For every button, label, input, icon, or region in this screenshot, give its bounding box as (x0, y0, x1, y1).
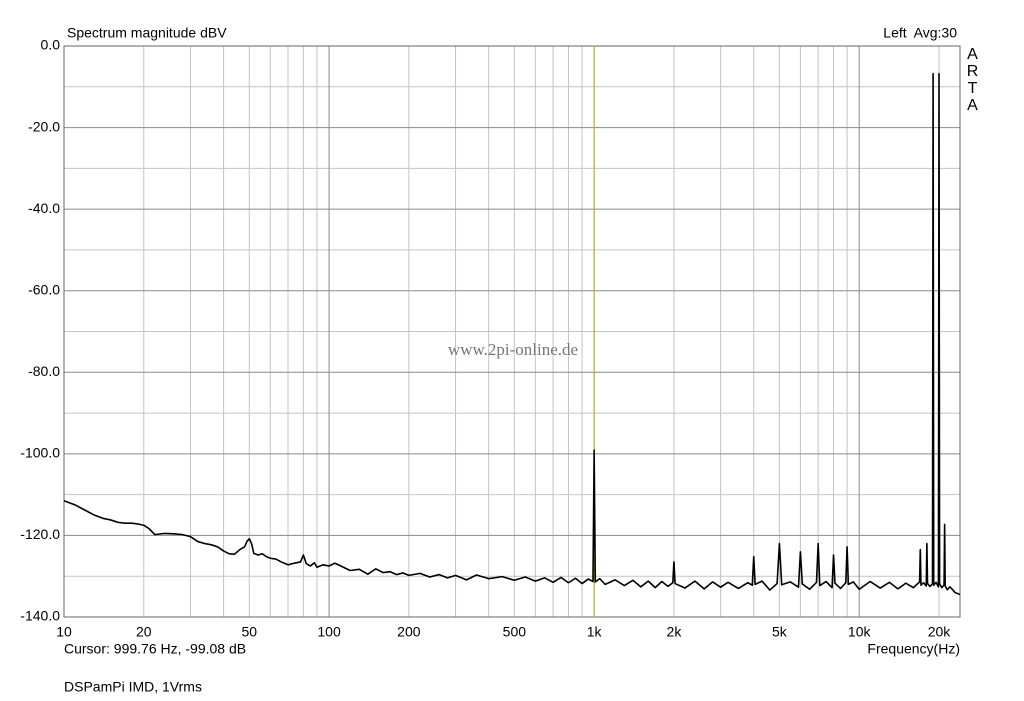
grid (64, 46, 960, 617)
channel-label: Left Avg:30 (883, 25, 957, 41)
x-tick-label: 100 (317, 624, 341, 640)
x-tick-label: 200 (397, 624, 421, 640)
x-tick-label: 10 (56, 624, 72, 640)
cursor-readout: Cursor: 999.76 Hz, -99.08 dB (64, 641, 246, 657)
footer: DSPamPi IMD, 1Vrms (64, 679, 202, 695)
y-tick-label: -100.0 (20, 445, 60, 461)
watermark: www.2pi-online.de (448, 340, 578, 359)
chart-title: Spectrum magnitude dBV (67, 25, 227, 41)
brand: ARTA (964, 46, 981, 114)
x-axis-label: Frequency(Hz) (867, 641, 960, 657)
spectrum-trace (63, 72, 961, 596)
y-tick-label: -120.0 (20, 526, 60, 542)
y-tick-label: -140.0 (20, 608, 60, 624)
x-tick-label: 20k (928, 624, 952, 640)
x-tick-label: 10k (848, 624, 872, 640)
y-tick-label: 0.0 (41, 37, 61, 53)
plot-frame (63, 45, 961, 618)
x-tick-label: 1k (587, 624, 603, 640)
y-tick-label: -40.0 (28, 200, 60, 216)
x-tick-label: 5k (772, 624, 788, 640)
x-tick-label: 500 (503, 624, 527, 640)
y-tick-label: -60.0 (28, 281, 60, 297)
y-tick-label: -20.0 (28, 118, 60, 134)
x-tick-label: 50 (241, 624, 257, 640)
x-tick-label: 2k (667, 624, 683, 640)
y-tick-label: -80.0 (28, 363, 60, 379)
x-tick-label: 20 (136, 624, 152, 640)
